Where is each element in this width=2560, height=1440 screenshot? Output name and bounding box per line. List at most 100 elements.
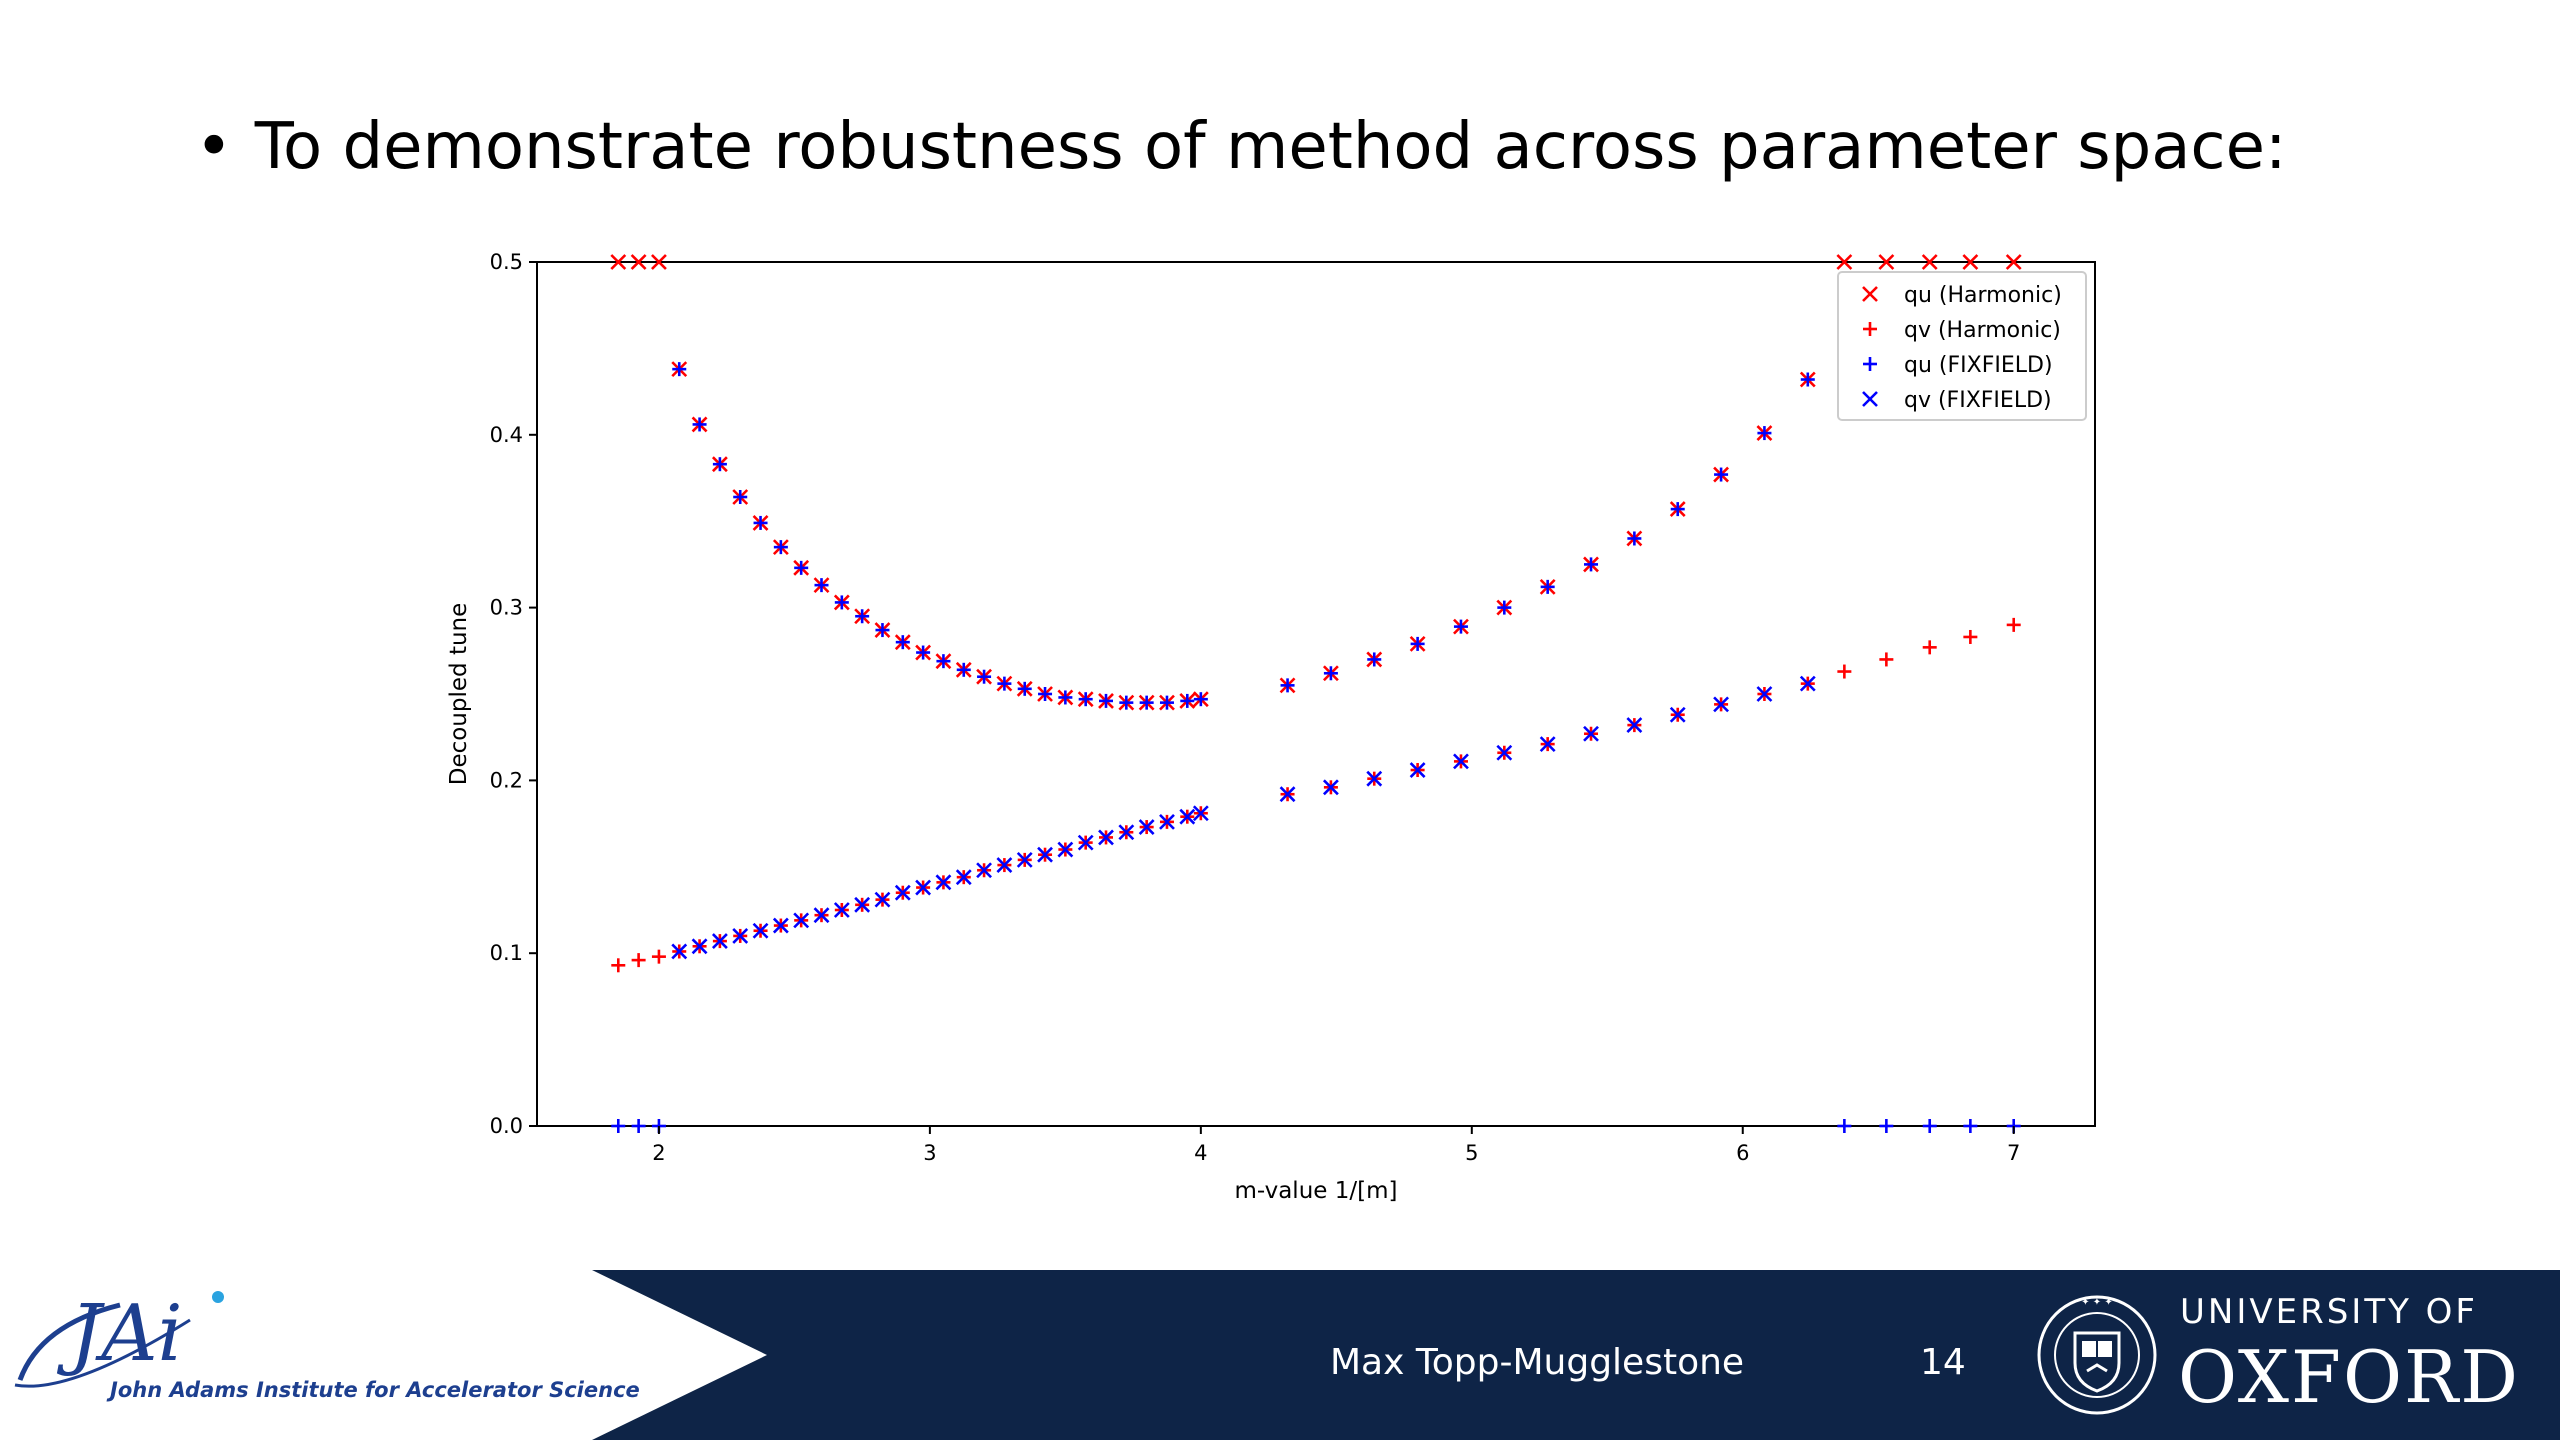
- data-point-series-4: [996, 857, 1013, 873]
- data-point-series-3: [1714, 467, 1729, 482]
- data-point-series-4: [671, 943, 688, 960]
- plot-frame: [536, 261, 2096, 1127]
- data-point-series-3: [1963, 1119, 1978, 1133]
- data-point-series-3: [611, 1119, 626, 1133]
- y-tick-label: 0.1: [490, 941, 523, 965]
- data-points: [610, 254, 2022, 1133]
- data-point-series-1: [651, 254, 667, 270]
- data-point-series-1: [1878, 254, 1895, 270]
- data-point-series-3: [1280, 678, 1295, 693]
- data-point-series-4: [1016, 851, 1033, 868]
- oxford-crest-icon: ✦ ✦ ✦: [2037, 1295, 2157, 1415]
- data-point-series-3: [1627, 531, 1642, 546]
- data-point-series-3: [895, 635, 910, 650]
- data-point-series-4: [915, 879, 932, 896]
- data-point-series-4: [691, 938, 708, 955]
- data-point-series-2: [611, 958, 626, 973]
- data-point-series-2: [1879, 652, 1894, 667]
- data-point-series-3: [1497, 600, 1512, 615]
- y-tick-label: 0.2: [490, 768, 523, 792]
- author-name: Max Topp-Mugglestone: [1330, 1342, 1745, 1383]
- data-point-series-4: [1279, 786, 1296, 803]
- data-point-series-4: [1453, 753, 1469, 770]
- marker-stroke: [711, 933, 728, 950]
- data-point-series-3: [712, 457, 727, 472]
- marker-stroke: [935, 874, 952, 891]
- legend-box: [1837, 271, 2087, 421]
- data-point-series-4: [874, 891, 891, 908]
- data-point-series-4: [1179, 808, 1196, 825]
- data-point-series-3: [1584, 557, 1599, 572]
- data-point-series-4: [813, 907, 830, 924]
- marker-stroke: [1962, 254, 1979, 270]
- data-point-series-4: [1539, 736, 1556, 753]
- data-point-series-3: [1139, 695, 1154, 710]
- data-point-series-4: [1583, 725, 1599, 742]
- legend-marker-2: [1863, 322, 1877, 336]
- data-point-series-3: [753, 515, 768, 530]
- data-point-series-3: [1017, 681, 1032, 696]
- data-point-series-3: [692, 417, 707, 432]
- data-point-series-2: [1963, 629, 1978, 644]
- marker-stroke: [1077, 834, 1094, 851]
- data-point-series-2: [1837, 664, 1852, 679]
- data-point-series-4: [1322, 779, 1339, 796]
- data-point-series-3: [1099, 693, 1114, 708]
- data-point-series-3: [1367, 652, 1382, 667]
- data-point-series-1: [1836, 254, 1853, 270]
- data-point-series-3: [1038, 687, 1053, 701]
- data-point-series-3: [1800, 372, 1815, 387]
- jai-logo-icon: JAi: [14, 1289, 224, 1388]
- marker-stroke: [1626, 717, 1643, 734]
- data-point-series-3: [956, 662, 971, 677]
- marker-stroke: [1366, 770, 1383, 787]
- footer-arrow-shape: [592, 1270, 767, 1440]
- marker-stroke: [854, 896, 871, 913]
- data-point-series-3: [855, 609, 870, 624]
- y-axis-label: Decoupled tune: [446, 603, 472, 786]
- marker-stroke: [1453, 753, 1469, 770]
- marker-stroke: [1118, 824, 1135, 841]
- slide-title: • To demonstrate robustness of method acr…: [195, 110, 2287, 184]
- data-point-series-3: [875, 623, 890, 638]
- data-point-series-3: [1410, 636, 1425, 651]
- marker-stroke: [1138, 819, 1155, 835]
- marker-stroke: [1322, 779, 1339, 796]
- marker-stroke: [1098, 829, 1114, 846]
- marker-stroke: [1409, 762, 1426, 778]
- oxford-line2: OXFORD: [2178, 1335, 2520, 1419]
- data-point-series-3: [1323, 666, 1338, 681]
- data-point-series-4: [1756, 686, 1773, 702]
- data-point-series-4: [935, 874, 952, 891]
- marker-stroke: [1192, 805, 1209, 822]
- jai-institute-name: John Adams Institute for Accelerator Sci…: [110, 1378, 640, 1402]
- legend-marker-1: [1862, 286, 1878, 302]
- data-point-series-4: [711, 933, 728, 950]
- data-point-series-3: [1879, 1119, 1894, 1133]
- y-tick-label: 0.5: [490, 250, 523, 274]
- marker-stroke: [1159, 813, 1175, 830]
- marker-stroke: [752, 922, 769, 939]
- marker-stroke: [915, 879, 932, 896]
- data-point-series-3: [773, 540, 788, 555]
- data-point-series-4: [793, 912, 810, 929]
- data-point-series-4: [1626, 717, 1643, 734]
- marker-stroke: [1836, 254, 1853, 270]
- bullet: •: [195, 110, 233, 184]
- data-point-series-2: [631, 953, 646, 968]
- data-point-series-3: [1180, 693, 1195, 708]
- data-point-series-3: [1540, 579, 1555, 594]
- data-point-series-3: [997, 676, 1012, 691]
- x-tick-label: 6: [1736, 1141, 1749, 1165]
- x-axis-label: m-value 1/[m]: [1235, 1178, 1398, 1204]
- marker-stroke: [1756, 686, 1773, 702]
- data-point-series-3: [936, 654, 951, 669]
- y-tick-label: 0.3: [490, 596, 523, 620]
- legend-label: qv (Harmonic): [1904, 318, 2061, 343]
- marker-stroke: [1862, 286, 1878, 302]
- data-point-series-4: [732, 928, 749, 944]
- data-point-series-3: [1453, 619, 1468, 634]
- marker-stroke: [1496, 744, 1513, 761]
- marker-stroke: [1921, 254, 1938, 270]
- data-point-series-3: [1078, 692, 1093, 707]
